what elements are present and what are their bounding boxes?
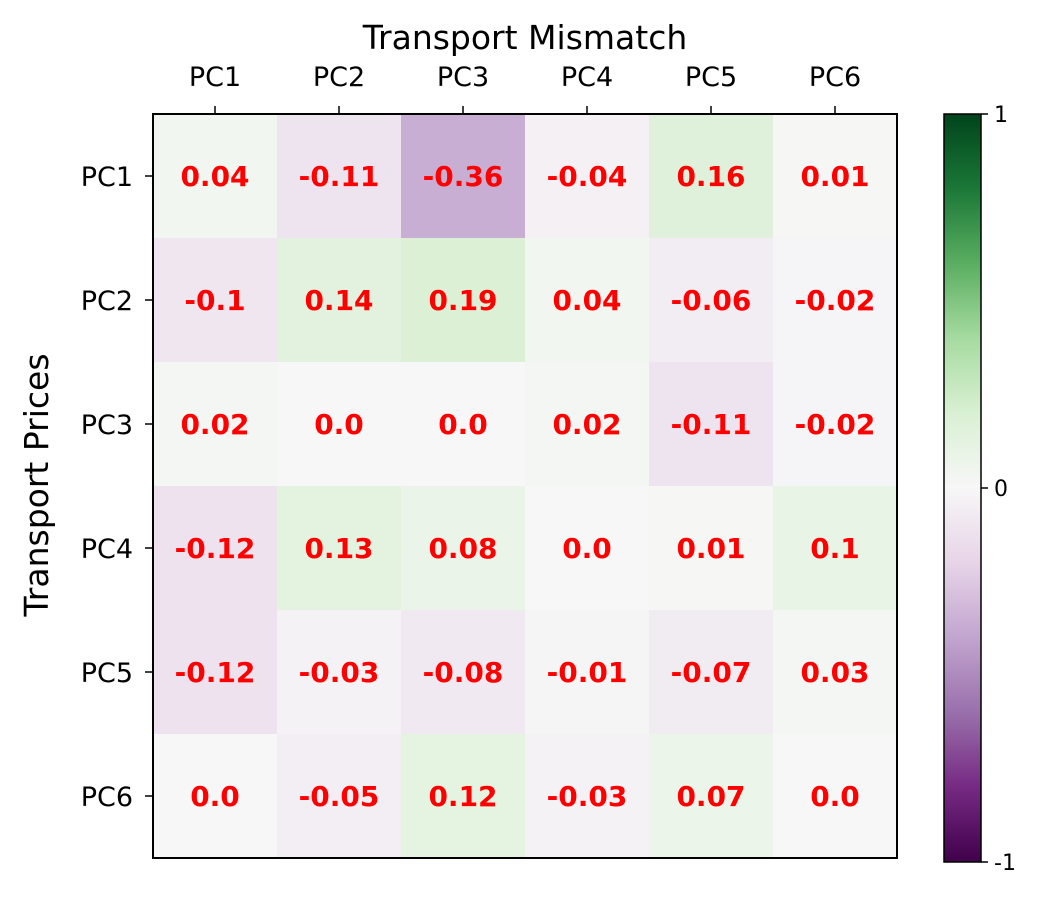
cell-value-label: 0.0	[314, 408, 364, 441]
cell-value-label: 0.01	[800, 160, 869, 193]
heatmap-cell	[649, 734, 774, 859]
cell-value-label: 0.07	[676, 780, 745, 813]
cell-value-label: -0.07	[671, 656, 752, 689]
y-tick-label: PC2	[81, 286, 133, 317]
y-axis-title: Transport Prices	[17, 353, 56, 617]
colorbar-tick-label: -1	[994, 851, 1016, 876]
heatmap-cell	[153, 114, 278, 239]
cell-value-label: -0.08	[423, 656, 504, 689]
cell-value-label: 0.01	[676, 532, 745, 565]
colorbar-ticks: -1 0 1	[981, 103, 1016, 876]
heatmap-cell	[153, 734, 278, 859]
cell-value-label: 0.03	[800, 656, 869, 689]
heatmap-cell	[525, 734, 650, 859]
cell-value-label: 0.19	[428, 284, 497, 317]
cell-value-label: -0.11	[299, 160, 380, 193]
heatmap-cell	[773, 486, 898, 611]
y-axis-ticks: PC1 PC2 PC3 PC4 PC5 PC6	[81, 162, 153, 813]
heatmap-cell	[153, 238, 278, 363]
cell-value-label: -0.36	[423, 160, 504, 193]
cell-value-label: 0.16	[676, 160, 745, 193]
heatmap-cell	[401, 610, 526, 735]
cell-value-label: -0.1	[184, 284, 245, 317]
heatmap-cell	[525, 486, 650, 611]
cell-value-label: -0.05	[299, 780, 380, 813]
heatmap-cell	[525, 114, 650, 239]
heatmap-cell	[649, 610, 774, 735]
colorbar-tick-label: 1	[994, 103, 1008, 128]
heatmap-value-labels: 0.04 -0.11 -0.36 -0.04 0.16 0.01 -0.1 0.14 0.19 0…	[175, 160, 876, 813]
plot-frame	[152, 113, 898, 859]
cell-value-label: 0.08	[428, 532, 497, 565]
cell-value-label: 0.1	[810, 532, 860, 565]
heatmap-cell	[649, 486, 774, 611]
heatmap-cell	[773, 734, 898, 859]
heatmap-cell	[277, 362, 402, 487]
cell-value-label: 0.0	[810, 780, 860, 813]
heatmap-cell	[649, 238, 774, 363]
cell-value-label: 0.0	[562, 532, 612, 565]
x-tick-label: PC6	[809, 62, 861, 93]
y-tick-label: PC4	[81, 534, 133, 565]
cell-value-label: -0.06	[671, 284, 752, 317]
heatmap-cell	[773, 362, 898, 487]
heatmap-cell	[153, 610, 278, 735]
heatmap-cell	[277, 238, 402, 363]
cell-value-label: 0.12	[428, 780, 497, 813]
cell-value-label: 0.0	[190, 780, 240, 813]
cell-value-label: -0.11	[671, 408, 752, 441]
heatmap-cell	[153, 486, 278, 611]
heatmap-cell	[773, 610, 898, 735]
x-tick-label: PC4	[561, 62, 613, 93]
y-tick-label: PC5	[81, 658, 133, 689]
heatmap-cell	[277, 734, 402, 859]
colorbar-tick-label: 0	[994, 477, 1008, 502]
heatmap-cell	[773, 238, 898, 363]
heatmap-cell	[277, 610, 402, 735]
x-tick-label: PC2	[313, 62, 365, 93]
heatmap-cell	[525, 362, 650, 487]
cell-value-label: -0.12	[175, 532, 256, 565]
cell-value-label: 0.04	[180, 160, 249, 193]
heatmap-cell	[277, 114, 402, 239]
cell-value-label: 0.13	[304, 532, 373, 565]
x-tick-label: PC1	[189, 62, 241, 93]
chart-title: Transport Mismatch	[362, 18, 688, 57]
heatmap-cell	[525, 610, 650, 735]
cell-value-label: 0.02	[552, 408, 621, 441]
heatmap-cell	[525, 238, 650, 363]
cell-value-label: 0.02	[180, 408, 249, 441]
heatmap-cell	[277, 486, 402, 611]
cell-value-label: 0.14	[304, 284, 373, 317]
colorbar	[943, 113, 982, 863]
y-tick-label: PC3	[81, 410, 133, 441]
heatmap-cells	[153, 114, 898, 859]
heatmap-cell	[401, 486, 526, 611]
x-tick-label: PC3	[437, 62, 489, 93]
cell-value-label: -0.03	[547, 780, 628, 813]
heatmap-cell	[401, 114, 526, 239]
y-tick-label: PC1	[81, 162, 133, 193]
y-tick-label: PC6	[81, 782, 133, 813]
cell-value-label: 0.0	[438, 408, 488, 441]
cell-value-label: -0.04	[547, 160, 628, 193]
heatmap-cell	[401, 734, 526, 859]
heatmap-cell	[773, 114, 898, 239]
heatmap-cell	[401, 238, 526, 363]
x-axis-ticks: PC1 PC2 PC3 PC4 PC5 PC6	[189, 62, 861, 114]
heatmap-cell	[649, 114, 774, 239]
heatmap-cell	[649, 362, 774, 487]
cell-value-label: -0.02	[795, 284, 876, 317]
x-tick-label: PC5	[685, 62, 737, 93]
cell-value-label: -0.01	[547, 656, 628, 689]
cell-value-label: -0.02	[795, 408, 876, 441]
cell-value-label: 0.04	[552, 284, 621, 317]
cell-value-label: -0.12	[175, 656, 256, 689]
heatmap-cell	[401, 362, 526, 487]
cell-value-label: -0.03	[299, 656, 380, 689]
heatmap-cell	[153, 362, 278, 487]
